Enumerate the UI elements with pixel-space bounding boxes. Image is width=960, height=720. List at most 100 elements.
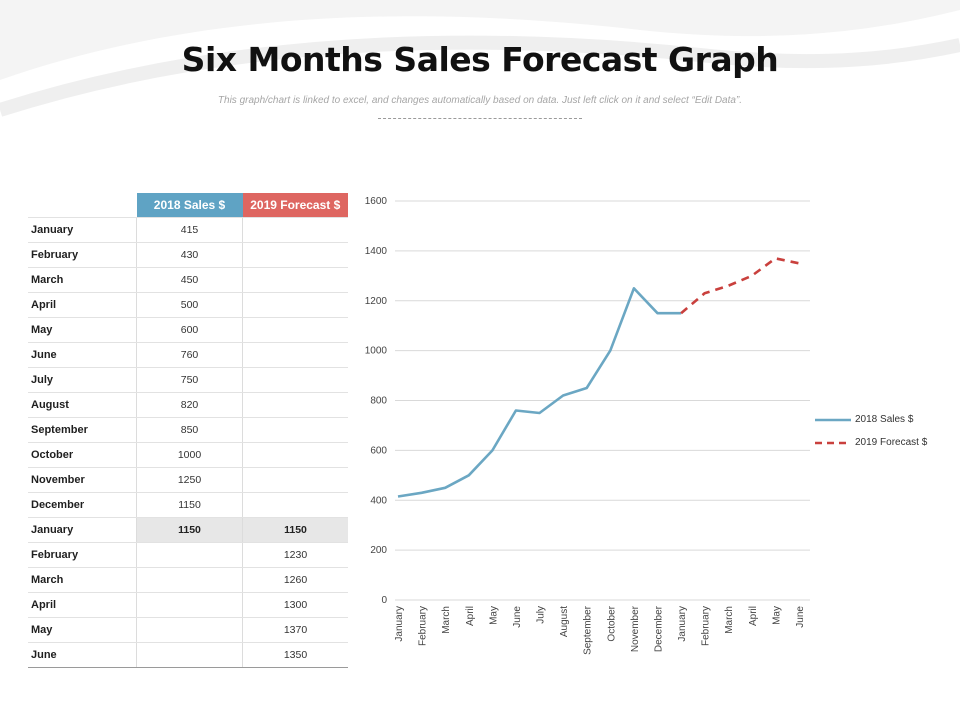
table-row: February 1230 [28, 542, 348, 568]
x-tick-label: January [394, 606, 405, 642]
table-header-blank [28, 193, 137, 218]
table-cell-sales: 415 [136, 217, 243, 243]
table-row: July 750 [28, 367, 348, 393]
table-cell-month: January [28, 517, 137, 543]
y-tick-label: 400 [370, 495, 387, 506]
table-cell-forecast: 1230 [242, 542, 348, 568]
table-cell-month: March [28, 267, 137, 293]
table-cell-month: May [28, 617, 137, 643]
x-tick-label: November [630, 605, 641, 652]
table-cell-month: September [28, 417, 137, 443]
page-subtitle: This graph/chart is linked to excel, and… [217, 95, 743, 106]
table-row: March 1260 [28, 567, 348, 593]
table-cell-sales: 1150 [136, 517, 243, 543]
table-cell-month: August [28, 392, 137, 418]
y-tick-label: 1400 [365, 246, 388, 257]
y-tick-label: 1600 [365, 196, 388, 207]
table-cell-forecast [242, 292, 348, 318]
table-row: February 430 [28, 242, 348, 268]
table-cell-month: April [28, 592, 137, 618]
legend-line-dashed-icon [815, 441, 851, 444]
table-row: October 1000 [28, 442, 348, 468]
table-cell-forecast [242, 367, 348, 393]
y-tick-label: 200 [370, 545, 387, 556]
table-row: January 415 [28, 217, 348, 243]
x-tick-label: October [606, 605, 617, 641]
y-tick-label: 1000 [365, 346, 388, 357]
table-cell-sales: 750 [136, 367, 243, 393]
table-cell-sales: 820 [136, 392, 243, 418]
table-cell-month: June [28, 642, 137, 668]
x-tick-label: February [418, 606, 429, 646]
table-cell-forecast: 1350 [242, 642, 348, 668]
x-tick-label: May [488, 606, 499, 625]
chart-legend: 2018 Sales $ 2019 Forecast $ [815, 408, 927, 454]
table-cell-forecast [242, 492, 348, 518]
x-tick-label: August [559, 606, 570, 637]
table-cell-forecast [242, 217, 348, 243]
table-cell-sales: 450 [136, 267, 243, 293]
x-tick-label: January [677, 606, 688, 642]
table-cell-sales: 500 [136, 292, 243, 318]
x-tick-label: June [795, 606, 806, 628]
table-cell-forecast [242, 392, 348, 418]
table-cell-sales [136, 642, 243, 668]
table-row: November 1250 [28, 467, 348, 493]
table-row: June 760 [28, 342, 348, 368]
legend-label-2019-forecast: 2019 Forecast $ [855, 437, 928, 448]
y-tick-label: 800 [370, 396, 387, 407]
table-cell-forecast: 1260 [242, 567, 348, 593]
table-cell-month: February [28, 542, 137, 568]
x-tick-label: December [653, 605, 664, 652]
table-cell-sales: 1250 [136, 467, 243, 493]
table-row: May 1370 [28, 617, 348, 643]
table-cell-forecast [242, 467, 348, 493]
table-cell-sales: 850 [136, 417, 243, 443]
data-table: 2018 Sales $ 2019 Forecast $ January 415 F… [28, 193, 348, 668]
table-row: January 1150 1150 [28, 517, 348, 543]
table-cell-forecast [242, 317, 348, 343]
table-cell-forecast [242, 242, 348, 268]
x-tick-label: April [748, 606, 759, 626]
table-cell-forecast [242, 342, 348, 368]
table-cell-sales: 600 [136, 317, 243, 343]
table-cell-month: March [28, 567, 137, 593]
table-cell-forecast: 1150 [242, 517, 348, 543]
legend-line-solid-icon [815, 418, 851, 421]
x-tick-label: July [536, 606, 547, 624]
y-tick-label: 0 [381, 595, 387, 606]
table-cell-month: July [28, 367, 137, 393]
table-cell-sales [136, 567, 243, 593]
table-cell-sales [136, 592, 243, 618]
dashed-divider [378, 118, 582, 119]
table-cell-month: January [28, 217, 137, 243]
table-cell-sales: 1000 [136, 442, 243, 468]
table-cell-month: May [28, 317, 137, 343]
table-cell-forecast: 1300 [242, 592, 348, 618]
table-cell-sales [136, 542, 243, 568]
legend-label-2018-sales: 2018 Sales $ [855, 414, 914, 425]
table-row: April 500 [28, 292, 348, 318]
table-row: December 1150 [28, 492, 348, 518]
table-row: August 820 [28, 392, 348, 418]
line-chart: 0 200 400 600 800 1000 1200 1400 1600 January Febr… [365, 196, 810, 655]
table-cell-month: October [28, 442, 137, 468]
legend-item-2018-sales: 2018 Sales $ [815, 408, 927, 431]
table-cell-month: February [28, 242, 137, 268]
series-line-2019-forecast [680, 257, 800, 315]
table-row: June 1350 [28, 642, 348, 668]
table-cell-sales: 760 [136, 342, 243, 368]
x-tick-label: March [724, 606, 735, 634]
table-row: March 450 [28, 267, 348, 293]
table-cell-sales: 1150 [136, 492, 243, 518]
table-cell-month: June [28, 342, 137, 368]
x-tick-label: May [771, 606, 782, 625]
table-cell-sales [136, 617, 243, 643]
table-cell-forecast [242, 267, 348, 293]
x-tick-label: September [583, 605, 594, 655]
y-tick-label: 1200 [365, 296, 388, 307]
table-row: September 850 [28, 417, 348, 443]
x-tick-label: June [512, 606, 523, 628]
legend-item-2019-forecast: 2019 Forecast $ [815, 431, 927, 454]
table-cell-forecast: 1370 [242, 617, 348, 643]
